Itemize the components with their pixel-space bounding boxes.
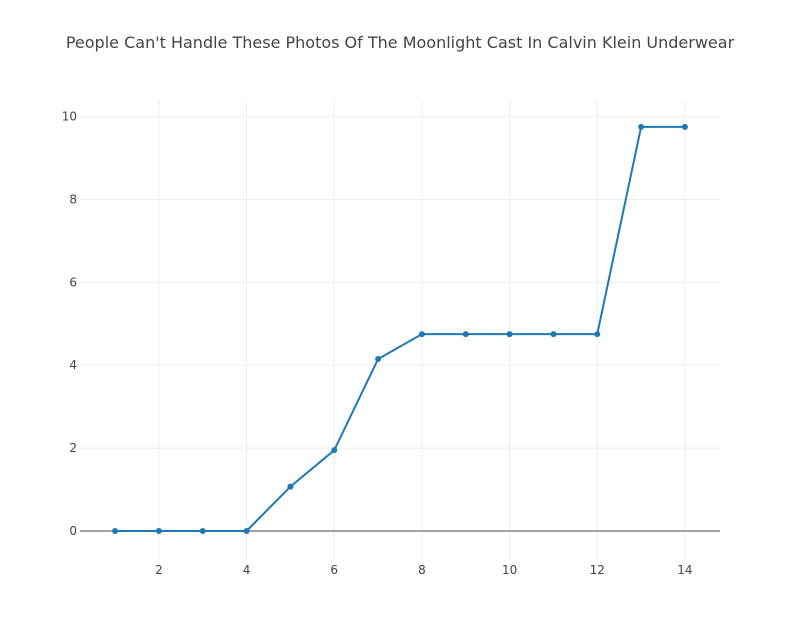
- data-point[interactable]: [331, 447, 338, 454]
- axes: 2 4 6 8 10 12 14 0 2 4 6 8 10: [62, 110, 720, 577]
- data-point[interactable]: [199, 527, 206, 534]
- x-tick-label: 8: [418, 563, 426, 577]
- y-tick-label: 0: [69, 524, 77, 538]
- y-tick-label: 4: [69, 358, 77, 372]
- x-tick-label: 6: [330, 563, 338, 577]
- data-point[interactable]: [418, 331, 425, 338]
- series-line: [115, 125, 685, 532]
- data-point[interactable]: [462, 331, 469, 338]
- series: [112, 123, 688, 534]
- x-tick-label: 2: [155, 563, 163, 577]
- x-tick-label: 14: [677, 563, 692, 577]
- x-tick-label: 4: [243, 563, 251, 577]
- y-tick-label: 6: [69, 275, 77, 289]
- x-tick-label: 12: [590, 563, 605, 577]
- data-point[interactable]: [594, 331, 601, 338]
- grid: [80, 100, 720, 560]
- y-tick-label: 2: [69, 441, 77, 455]
- data-point[interactable]: [681, 123, 688, 130]
- chart-title: People Can't Handle These Photos Of The …: [65, 33, 735, 52]
- data-point[interactable]: [155, 527, 162, 534]
- y-tick-label: 10: [62, 110, 77, 124]
- data-point[interactable]: [375, 356, 382, 363]
- data-point[interactable]: [506, 331, 513, 338]
- y-tick-label: 8: [69, 192, 77, 206]
- x-tick-label: 10: [502, 563, 517, 577]
- data-point[interactable]: [243, 527, 250, 534]
- data-point[interactable]: [550, 331, 557, 338]
- data-point[interactable]: [112, 527, 119, 534]
- data-point[interactable]: [287, 483, 294, 490]
- data-point[interactable]: [638, 123, 645, 130]
